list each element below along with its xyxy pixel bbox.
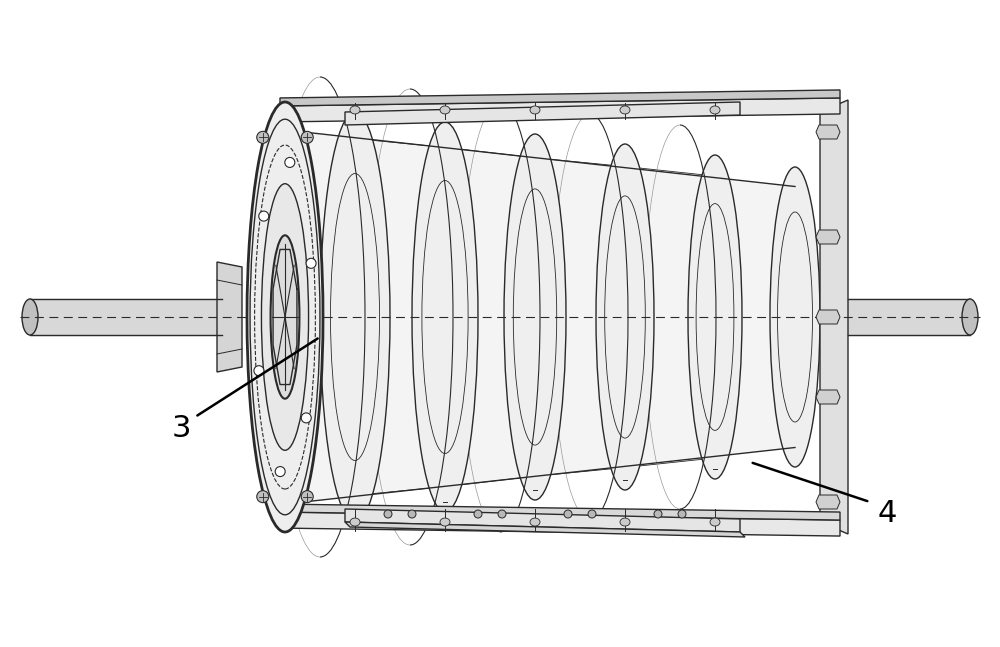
Circle shape [257, 490, 269, 503]
Ellipse shape [440, 106, 450, 114]
Ellipse shape [770, 167, 820, 467]
Ellipse shape [412, 122, 478, 512]
Polygon shape [816, 495, 840, 509]
Polygon shape [345, 102, 740, 125]
Ellipse shape [530, 106, 540, 114]
Ellipse shape [710, 106, 720, 114]
Ellipse shape [22, 299, 38, 335]
Polygon shape [345, 522, 745, 537]
Circle shape [498, 510, 506, 518]
Polygon shape [280, 98, 840, 122]
Circle shape [678, 510, 686, 518]
Ellipse shape [962, 299, 978, 335]
Polygon shape [816, 230, 840, 244]
Ellipse shape [504, 134, 566, 500]
Ellipse shape [620, 106, 630, 114]
Circle shape [654, 510, 662, 518]
Polygon shape [816, 310, 840, 324]
Ellipse shape [350, 106, 360, 114]
Text: 3: 3 [172, 414, 192, 443]
Circle shape [301, 413, 311, 423]
Text: 4: 4 [878, 499, 897, 528]
Circle shape [306, 258, 316, 269]
Circle shape [257, 131, 269, 144]
Ellipse shape [350, 518, 360, 526]
Ellipse shape [530, 518, 540, 526]
Ellipse shape [271, 236, 299, 399]
Circle shape [285, 157, 295, 168]
Ellipse shape [247, 102, 323, 532]
Polygon shape [280, 504, 840, 520]
Circle shape [474, 510, 482, 518]
Ellipse shape [710, 518, 720, 526]
Polygon shape [816, 390, 840, 404]
Polygon shape [285, 130, 795, 504]
Ellipse shape [320, 112, 390, 522]
Circle shape [301, 131, 313, 144]
Circle shape [384, 510, 392, 518]
Polygon shape [820, 100, 848, 534]
Polygon shape [217, 262, 242, 372]
Polygon shape [345, 509, 740, 532]
Circle shape [254, 366, 264, 376]
Ellipse shape [440, 518, 450, 526]
Ellipse shape [688, 155, 742, 479]
Circle shape [275, 466, 285, 477]
Ellipse shape [620, 518, 630, 526]
Ellipse shape [261, 184, 309, 450]
Ellipse shape [596, 144, 654, 490]
Circle shape [259, 211, 269, 221]
Circle shape [408, 510, 416, 518]
Circle shape [564, 510, 572, 518]
Circle shape [301, 490, 313, 503]
Polygon shape [816, 125, 840, 139]
Circle shape [588, 510, 596, 518]
Polygon shape [280, 512, 840, 536]
Polygon shape [280, 90, 840, 106]
